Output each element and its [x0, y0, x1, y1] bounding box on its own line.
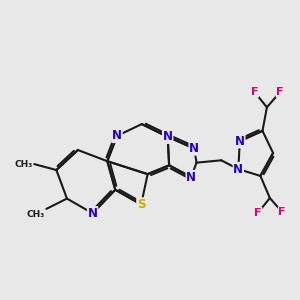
Text: S: S [137, 198, 146, 211]
Text: N: N [112, 129, 122, 142]
Text: N: N [88, 207, 98, 220]
Text: F: F [251, 87, 258, 97]
Text: N: N [189, 142, 199, 155]
Text: F: F [278, 207, 286, 217]
Text: N: N [235, 135, 245, 148]
Text: N: N [233, 163, 243, 176]
Text: F: F [254, 208, 262, 218]
Text: N: N [186, 171, 196, 184]
Text: F: F [276, 87, 284, 97]
Text: CH₃: CH₃ [15, 160, 33, 169]
Text: CH₃: CH₃ [27, 210, 45, 219]
Text: N: N [163, 130, 173, 143]
